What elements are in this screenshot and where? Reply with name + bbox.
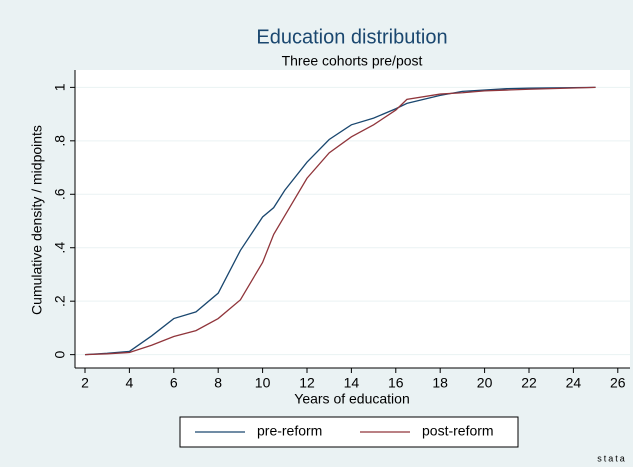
x-tick-label: 14	[344, 375, 360, 391]
logo: stata	[597, 453, 627, 463]
y-axis-title: Cumulative density / midpoints	[29, 125, 45, 315]
plot-area	[75, 70, 630, 368]
y-tick-label: 0	[52, 351, 68, 359]
x-tick-label: 6	[170, 375, 178, 391]
y-tick-label: .6	[52, 188, 68, 200]
chart-title: Education distribution	[256, 26, 447, 48]
x-tick-label: 8	[214, 375, 222, 391]
x-axis-title: Years of education	[294, 391, 409, 407]
x-tick-label: 22	[521, 375, 537, 391]
x-tick-label: 24	[566, 375, 582, 391]
legend-label: post-reform	[422, 423, 494, 439]
x-tick-label: 26	[610, 375, 626, 391]
x-tick-label: 4	[125, 375, 133, 391]
y-tick-label: .2	[52, 295, 68, 307]
y-tick-label: 1	[52, 83, 68, 91]
x-tick-label: 2	[81, 375, 89, 391]
chart-subtitle: Three cohorts pre/post	[282, 53, 423, 69]
series-line	[84, 86, 596, 356]
y-tick-label: .4	[52, 242, 68, 254]
x-tick-label: 16	[388, 375, 404, 391]
legend-label: pre-reform	[257, 423, 322, 439]
y-tick-label: .8	[52, 135, 68, 147]
x-tick-label: 20	[477, 375, 493, 391]
x-tick-label: 12	[299, 375, 315, 391]
x-tick-label: 10	[255, 375, 271, 391]
x-tick-label: 18	[432, 375, 448, 391]
series-line	[84, 86, 596, 356]
